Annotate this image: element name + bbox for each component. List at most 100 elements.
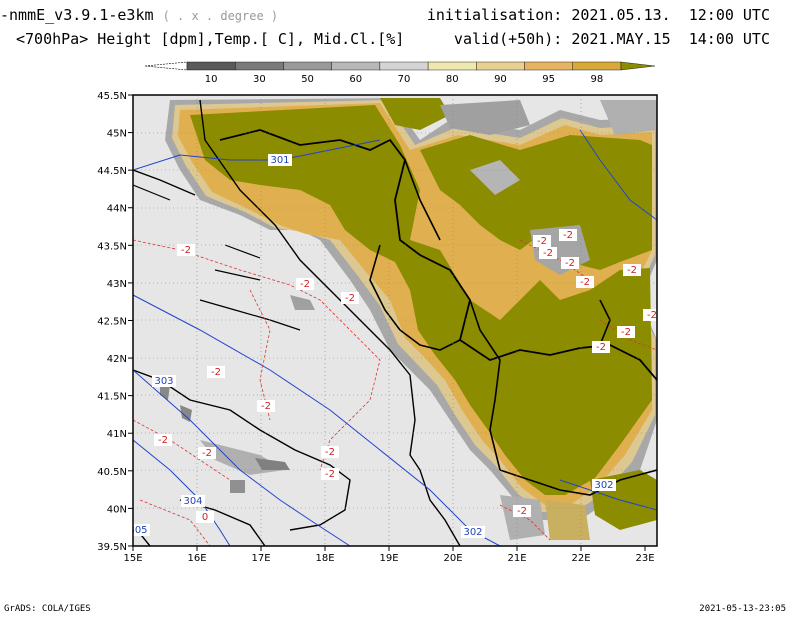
lon-tick-label: 18E	[315, 553, 334, 564]
height-contour-label: 303	[154, 376, 173, 387]
temp-label-bg	[154, 434, 172, 446]
height-label-bg	[133, 524, 150, 536]
temperature-contour-label: -2	[563, 230, 573, 241]
temperature-contour-label: -2	[345, 293, 355, 304]
temperature-contour-label: -2	[325, 469, 335, 480]
colorbar-label: 95	[542, 74, 555, 85]
footer-credit: GrADS: COLA/IGES	[4, 604, 91, 614]
colorbar-label: 70	[398, 74, 411, 85]
temp-label-bg	[321, 446, 339, 458]
temperature-contour-label: -2	[565, 258, 575, 269]
cloud-cover-field	[160, 98, 657, 540]
temp-label-bg	[576, 276, 594, 288]
lat-tick-label: 42N	[107, 354, 127, 365]
temperature-contour-label: -2	[211, 367, 221, 378]
temperature-contour-label: -2	[325, 447, 335, 458]
coastlines-borders	[133, 99, 657, 546]
temperature-contour-label: -2	[261, 401, 271, 412]
temp-label-bg	[623, 264, 641, 276]
colorbar-label: 30	[253, 74, 266, 85]
colorbar-label: 98	[591, 74, 604, 85]
colorbar-label: 10	[205, 74, 218, 85]
height-contour-label: 302	[594, 480, 613, 491]
model-title: -nmmE_v3.9.1-e3km ( . x . degree )	[0, 6, 278, 24]
latitude-axis: 45.5N 45N 44.5N 44N 43.5N 43N 42.5N 42N 41.5N 41N…	[97, 91, 133, 553]
lat-tick-label: 45N	[107, 129, 127, 140]
colorbar-label: 90	[494, 74, 507, 85]
lon-tick-label: 16E	[187, 553, 206, 564]
gridlines	[133, 95, 657, 546]
temperature-contour-label: -2	[580, 277, 590, 288]
height-contour-label: 302	[463, 527, 482, 538]
height-contour-label: 304	[183, 496, 202, 507]
lat-tick-label: 42.5N	[97, 316, 127, 327]
temperature-contour-label: -2	[596, 342, 606, 353]
height-contour-label: 305	[128, 525, 147, 536]
temp-label-bg	[257, 400, 275, 412]
height-label-bg	[592, 479, 616, 491]
lat-tick-label: 45.5N	[97, 91, 127, 102]
lon-tick-label: 20E	[443, 553, 462, 564]
temp-label-bg	[539, 247, 557, 259]
colorbar-segment	[235, 61, 284, 71]
temperature-contour-label: -2	[300, 279, 310, 290]
temperature-contour-label: -2	[517, 506, 527, 517]
valid-time: valid(+50h): 2021.MAY.15 14:00 UTC	[453, 30, 770, 48]
unit-note: ( . x . degree )	[162, 9, 279, 23]
colorbar-low-arrow	[144, 61, 188, 71]
temp-label-bg	[321, 468, 339, 480]
model-name: -nmmE_v3.9.1-e3km	[0, 6, 154, 24]
temp-label-bg	[341, 292, 359, 304]
lat-tick-label: 40N	[107, 504, 127, 515]
height-label-bg	[268, 154, 292, 166]
temp-label-bg	[513, 505, 531, 517]
temperature-contours	[133, 239, 657, 546]
lon-tick-label: 17E	[251, 553, 270, 564]
colorbar-segment	[476, 61, 525, 71]
colorbar-segment	[572, 61, 622, 71]
longitude-axis: 15E 16E 17E 18E 19E 20E 21E 22E 23E	[123, 546, 655, 564]
height-label-bg	[181, 495, 205, 507]
lon-tick-label: 22E	[571, 553, 590, 564]
height-contour-label: 301	[270, 155, 289, 166]
colorbar-high-arrow	[620, 61, 656, 71]
lon-tick-label: 19E	[379, 553, 398, 564]
temperature-contour-label: 0	[202, 512, 208, 523]
lat-tick-label: 41N	[107, 429, 127, 440]
temp-label-bg	[207, 366, 225, 378]
colorbar-segment	[283, 61, 332, 71]
lat-tick-label: 44.5N	[97, 166, 127, 177]
temp-label-bg	[592, 341, 610, 353]
temp-label-bg	[196, 511, 214, 523]
temp-label-bg	[533, 235, 551, 247]
variables-title: <700hPa> Height [dpm],Temp.[ C], Mid.Cl.…	[16, 30, 405, 48]
temperature-contour-label: -2	[202, 448, 212, 459]
lon-tick-label: 21E	[507, 553, 526, 564]
colorbar-label: 50	[301, 74, 314, 85]
colorbar: 10 30 50 60 70 80 90 95 98	[144, 61, 656, 85]
temperature-contour-label: -2	[537, 236, 547, 247]
lat-tick-label: 41.5N	[97, 392, 127, 403]
height-label-bg	[461, 526, 485, 538]
temp-label-bg	[559, 229, 577, 241]
initialisation-time: initialisation: 2021.05.13. 12:00 UTC	[426, 6, 770, 24]
temp-label-bg	[177, 244, 195, 256]
lat-tick-label: 40.5N	[97, 467, 127, 478]
colorbar-segment	[427, 61, 477, 71]
lon-tick-label: 15E	[123, 553, 142, 564]
temp-label-bg	[296, 278, 314, 290]
lat-tick-label: 43.5N	[97, 241, 127, 252]
colorbar-label: 80	[446, 74, 459, 85]
temperature-contour-label: -2	[627, 265, 637, 276]
colorbar-segment	[379, 61, 429, 71]
lon-tick-label: 23E	[635, 553, 654, 564]
footer-timestamp: 2021-05-13-23:05	[699, 604, 786, 614]
temp-label-bg	[617, 326, 635, 338]
temp-label-bg	[643, 309, 657, 321]
temperature-contour-label: -2	[543, 248, 553, 259]
lat-tick-label: 44N	[107, 204, 127, 215]
lat-tick-label: 39.5N	[97, 542, 127, 553]
